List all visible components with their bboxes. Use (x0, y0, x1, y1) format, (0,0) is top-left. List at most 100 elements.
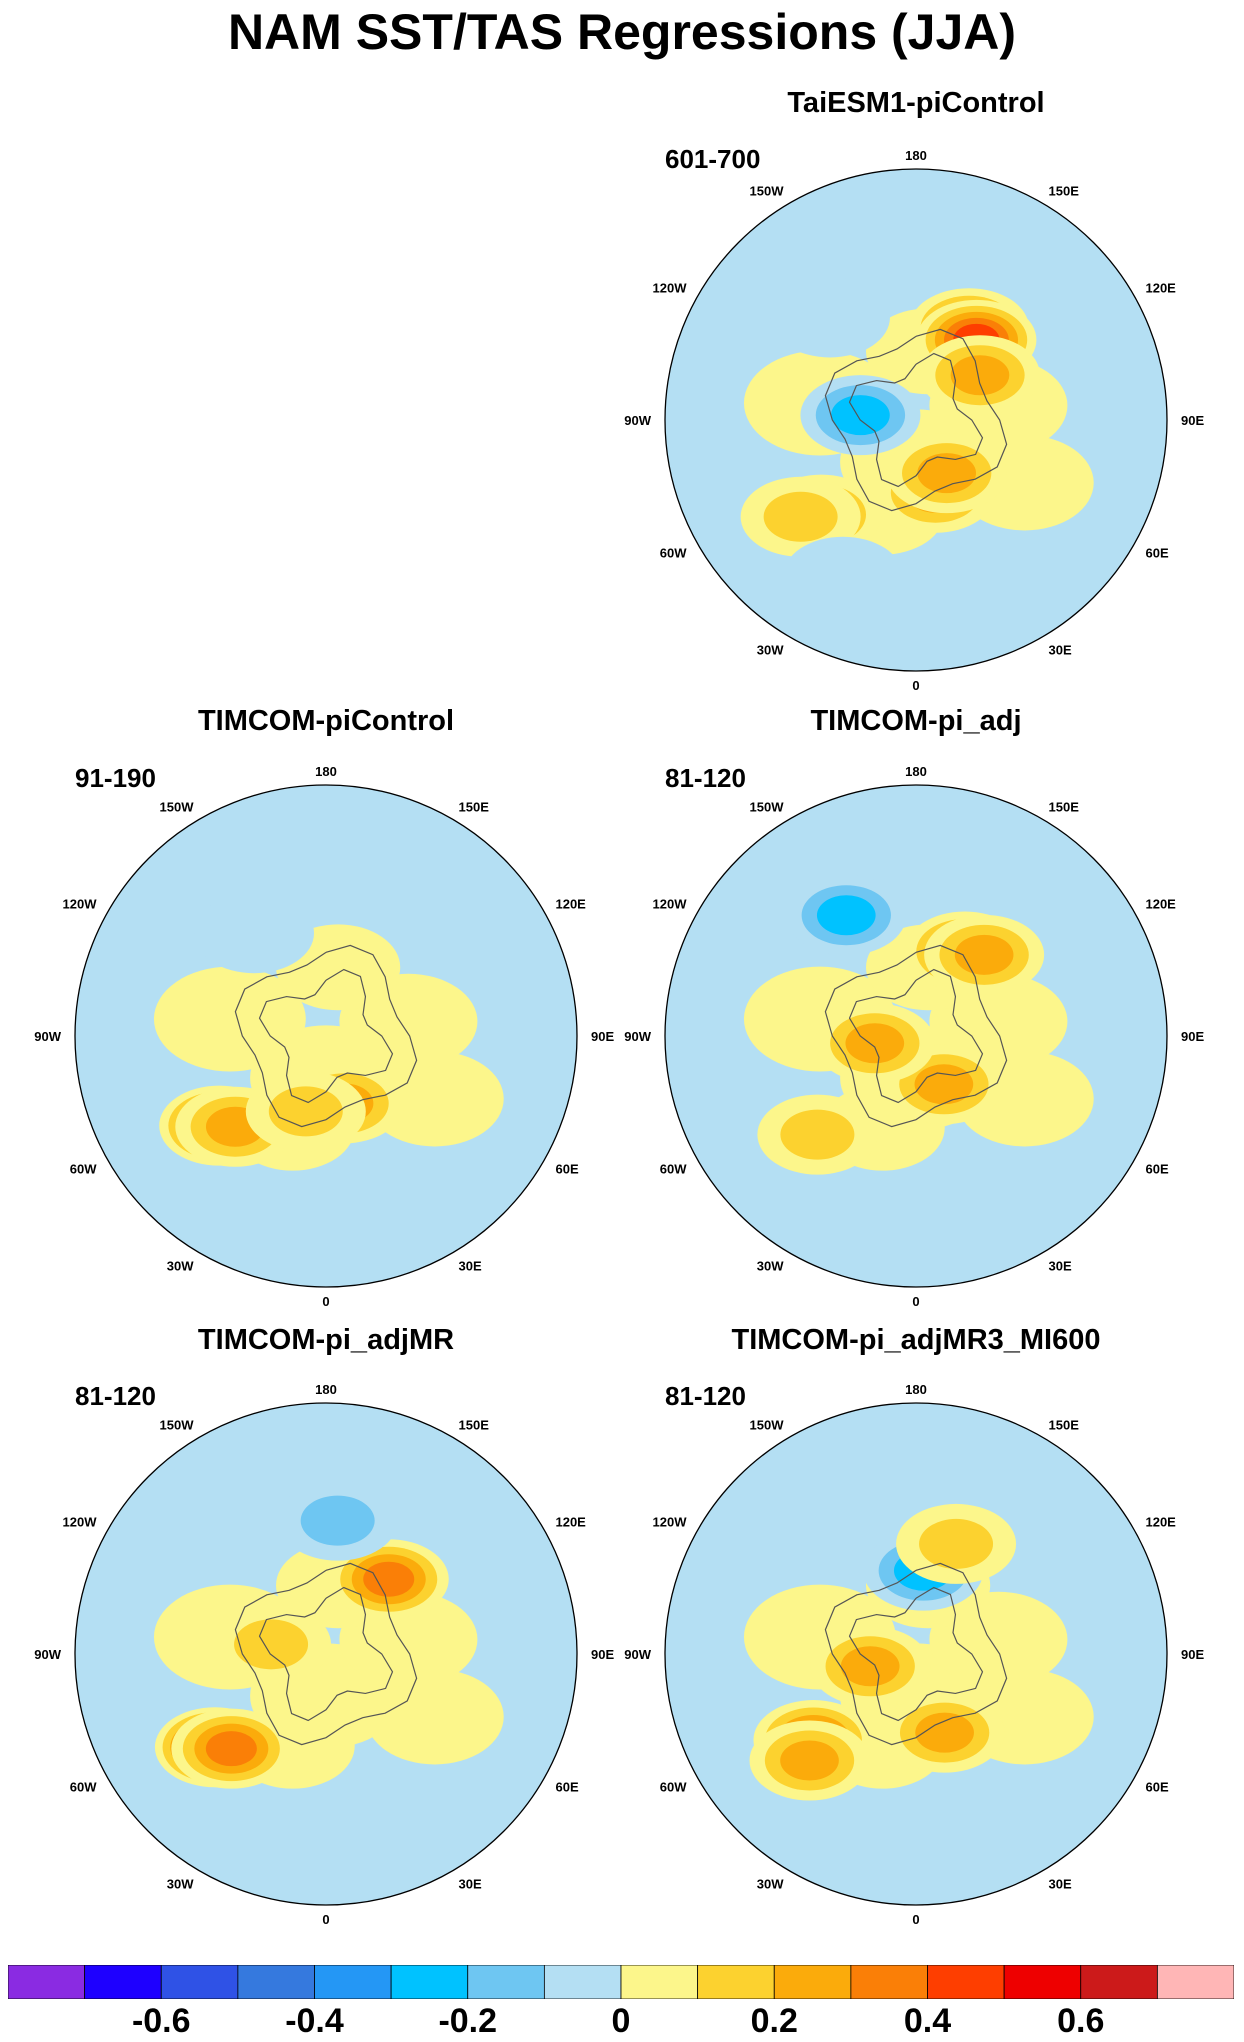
longitude-label: 0 (912, 1912, 919, 1927)
longitude-label: 30E (1049, 1876, 1072, 1891)
longitude-label: 30W (167, 1876, 194, 1891)
longitude-label: 150W (750, 184, 785, 199)
longitude-label: 120E (1145, 1515, 1176, 1530)
contour-blob (840, 1646, 900, 1687)
map-panel: 180 150E 120E 90E 60E 30E 0 30W 60W 90W 120W 150W TI… (34, 705, 614, 1309)
contour-blob (780, 1740, 839, 1781)
longitude-label: 120E (555, 897, 586, 912)
contour-blob (363, 1561, 415, 1597)
longitude-label: 60E (555, 1780, 578, 1795)
longitude-label: 90E (591, 1029, 614, 1044)
colorbar-tick-label: 0.6 (1057, 2002, 1105, 2040)
map-border (664, 1402, 1168, 1906)
map-panel: 180 150E 120E 90E 60E 30E 0 30W 60W 90W 120W 150W TI… (34, 1324, 614, 1927)
panel-title: TIMCOM-pi_adjMR (198, 1324, 454, 1356)
panel-title: TaiESM1-piControl (787, 87, 1044, 119)
panel-period: 81-120 (665, 1381, 746, 1411)
map-panel: 180 150E 120E 90E 60E 30E 0 30W 60W 90W 120W 150W TI… (624, 705, 1204, 1309)
map-panels: 180 150E 120E 90E 60E 30E 0 30W 60W 90W 120W 150W Ta… (34, 87, 1204, 1927)
colorbar-box (697, 1965, 775, 1999)
regression-field (75, 785, 577, 1287)
contour-blob (300, 1495, 375, 1546)
panel-title: TIMCOM-piControl (198, 705, 454, 737)
colorbar-box (850, 1965, 928, 1999)
coastline (824, 1562, 1008, 1746)
map-panel: 180 150E 120E 90E 60E 30E 0 30W 60W 90W 120W 150W Ta… (624, 87, 1204, 693)
map-border (74, 784, 578, 1288)
longitude-label: 120E (555, 1515, 586, 1530)
longitude-label: 120E (1145, 897, 1176, 912)
contour-blob (831, 395, 890, 436)
longitude-label: 150E (1049, 184, 1080, 199)
longitude-label: 30W (757, 1258, 784, 1273)
longitude-label: 150E (459, 1418, 490, 1433)
longitude-label: 90W (624, 1647, 651, 1662)
colorbar-box (237, 1965, 315, 1999)
longitude-label: 30E (459, 1258, 482, 1273)
contour-blob (763, 491, 838, 542)
coastline (824, 328, 1008, 512)
panel-period: 81-120 (75, 1381, 156, 1411)
longitude-label: 180 (905, 148, 927, 163)
coastlines (234, 1562, 418, 1746)
colorbar-box (84, 1965, 162, 1999)
colorbar-tick-label: -0.6 (131, 2002, 191, 2040)
colorbar-box (773, 1965, 852, 1999)
colorbar-box (1156, 1965, 1234, 1999)
colorbar-tick-label: -0.2 (438, 2002, 498, 2040)
longitude-label: 30E (459, 1876, 482, 1891)
panel-title: TIMCOM-pi_adj (810, 705, 1021, 737)
coastline (234, 1562, 418, 1746)
regression-field (75, 1403, 577, 1905)
map-border (664, 168, 1168, 672)
contour-blob (194, 893, 315, 974)
colorbar (8, 1965, 1234, 1999)
map-panel: 180 150E 120E 90E 60E 30E 0 30W 60W 90W 120W 150W TI… (624, 1324, 1204, 1927)
longitude-label: 60W (70, 1780, 97, 1795)
longitude-label: 30E (1049, 1258, 1072, 1273)
longitude-label: 60W (660, 1162, 687, 1177)
colorbar-box (390, 1965, 469, 1999)
colorbar-tick-label: 0.2 (750, 2002, 798, 2040)
coastline (848, 352, 984, 488)
regression-field (665, 1403, 1167, 1905)
colorbar-box (160, 1965, 239, 1999)
longitude-label: 90E (1181, 413, 1204, 428)
coastlines (824, 944, 1008, 1128)
contour-blob (950, 355, 1010, 396)
panel-period: 91-190 (75, 763, 156, 793)
longitude-label: 60W (660, 546, 687, 561)
coastlines (824, 1562, 1008, 1746)
colorbar-tick-label: -0.4 (285, 2002, 344, 2040)
contour-blob (780, 1109, 855, 1160)
contour-blob (917, 453, 977, 494)
map-border (74, 1402, 578, 1906)
colorbar-box (927, 1965, 1005, 1999)
coastline (848, 1586, 984, 1722)
longitude-label: 120W (653, 281, 688, 296)
contour-blob (782, 536, 903, 617)
coastline (824, 944, 1008, 1128)
longitude-label: 0 (322, 1912, 329, 1927)
coastline (258, 968, 394, 1104)
longitude-label: 60E (1145, 1162, 1168, 1177)
longitude-label: 60E (1145, 1780, 1168, 1795)
longitude-label: 150W (750, 800, 785, 815)
longitude-label: 30W (757, 1876, 784, 1891)
longitude-label: 120W (653, 897, 688, 912)
longitude-label: 150W (160, 1418, 195, 1433)
colorbar-box (467, 1965, 545, 1999)
longitude-label: 180 (905, 764, 927, 779)
colorbar-box (1080, 1965, 1158, 1999)
positive-region (365, 1051, 504, 1147)
longitude-label: 180 (315, 764, 337, 779)
longitude-label: 60W (70, 1162, 97, 1177)
longitude-label: 120W (63, 1515, 98, 1530)
longitude-label: 90W (34, 1647, 61, 1662)
longitude-label: 180 (315, 1382, 337, 1397)
figure-title: NAM SST/TAS Regressions (JJA) (227, 4, 1017, 60)
contour-blob (769, 277, 890, 358)
longitude-label: 150E (1049, 800, 1080, 815)
longitude-label: 90E (591, 1647, 614, 1662)
longitude-label: 30E (1049, 642, 1072, 657)
